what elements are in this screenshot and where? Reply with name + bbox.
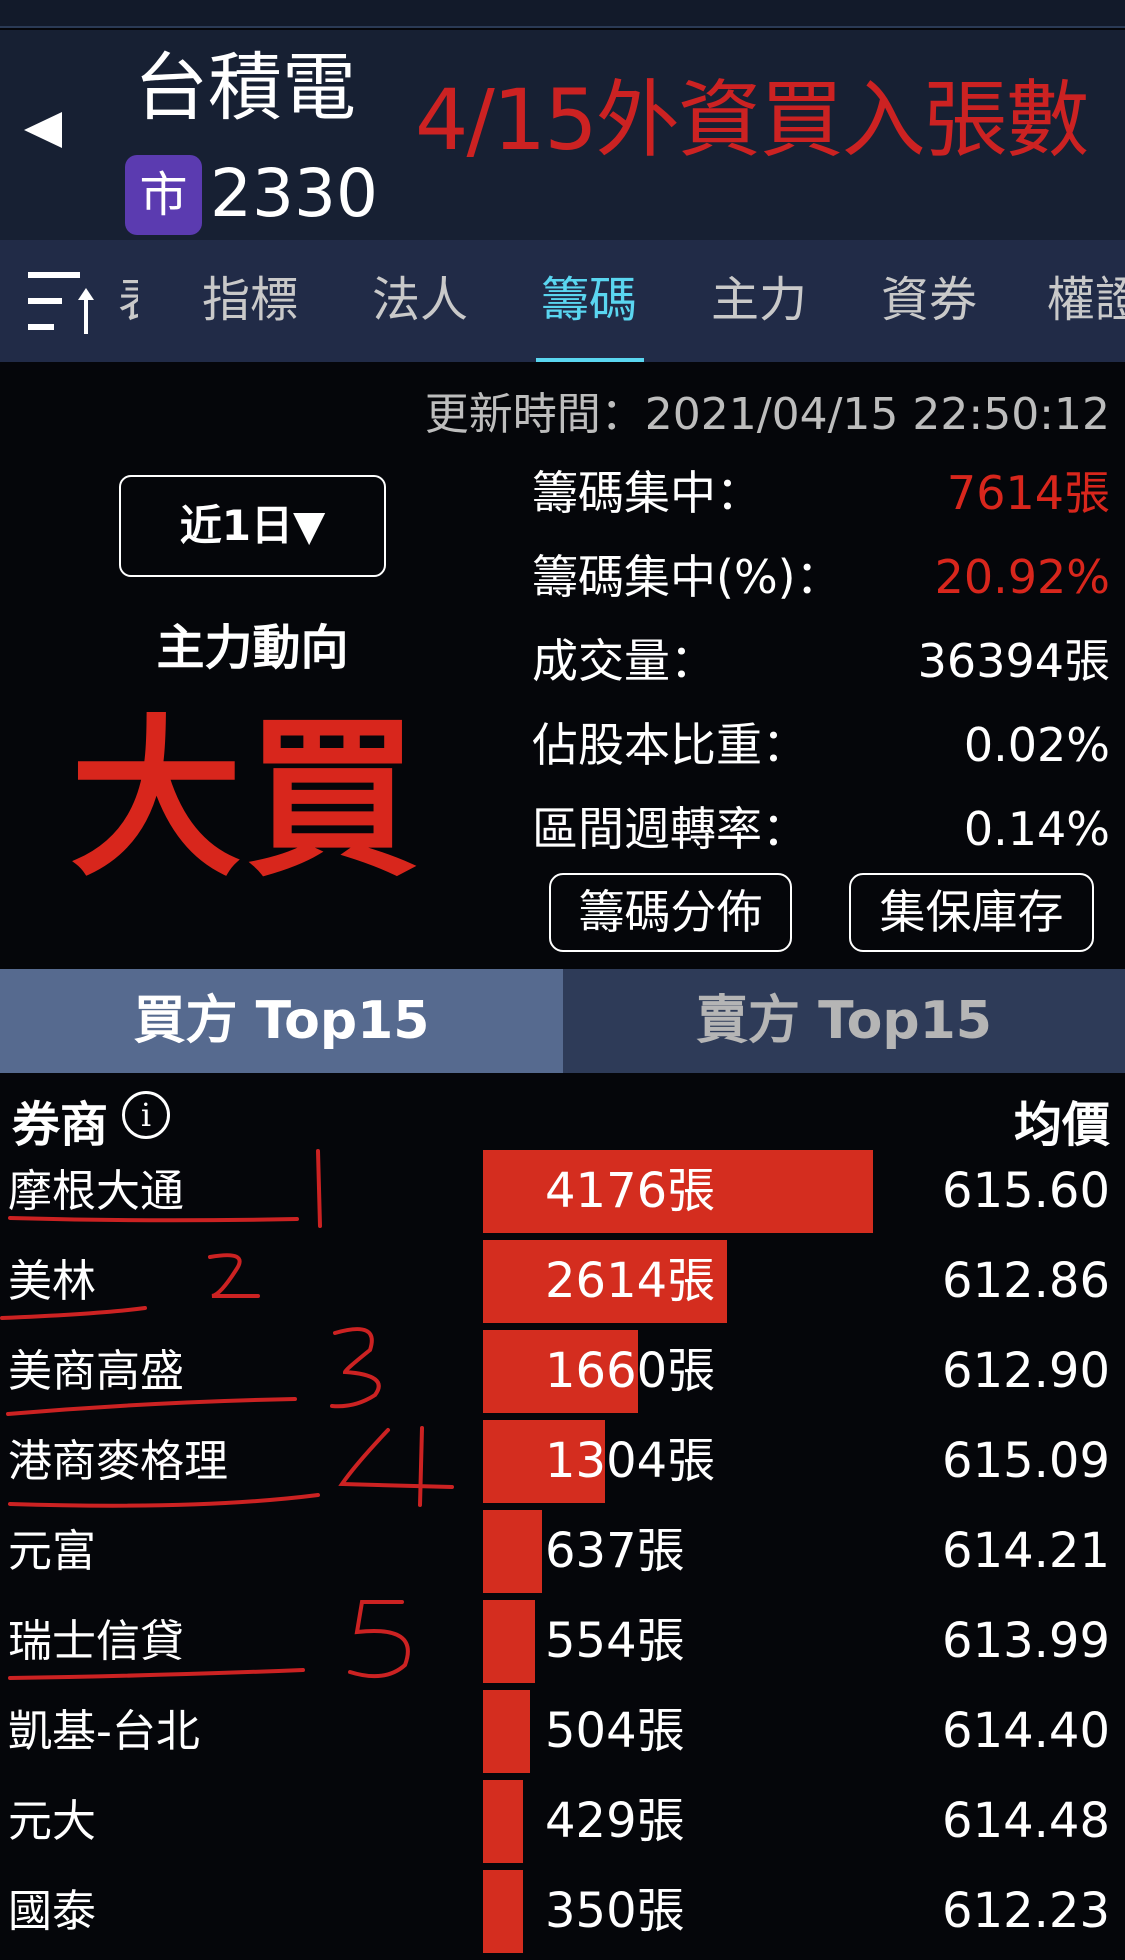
column-header-broker: 券商 — [12, 1097, 109, 1153]
volume-bar — [483, 1330, 639, 1413]
sort-menu-icon[interactable] — [26, 270, 96, 334]
broker-row[interactable]: 凱基-台北 504張 614.40 — [0, 1690, 1125, 1780]
stock-name: 台積電 — [134, 45, 356, 131]
volume-bar — [483, 1240, 728, 1323]
avg-price: 614.48 — [942, 1793, 1110, 1849]
chip-distribution-button[interactable]: 籌碼分佈 — [549, 873, 792, 952]
volume-bar — [483, 1420, 605, 1503]
status-strip — [0, 0, 1125, 28]
update-time: 更新時間：2021/04/15 22:50:12 — [424, 389, 1110, 440]
broker-name: 元富 — [8, 1526, 96, 1577]
buy-lots: 4176張 — [545, 1163, 716, 1219]
tab-partial[interactable]: 表 — [118, 270, 138, 330]
broker-name: 摩根大通 — [8, 1166, 184, 1217]
tab-main-force[interactable]: 主力 — [710, 272, 808, 328]
avg-price: 612.23 — [942, 1883, 1110, 1939]
broker-name: 美商高盛 — [8, 1346, 184, 1397]
broker-name: 美林 — [8, 1256, 96, 1307]
stat-value: 7614張 — [946, 466, 1110, 520]
volume-bar — [483, 1600, 535, 1683]
handwritten-annotation-title: 4/15外資買入張數 — [415, 71, 1090, 169]
avg-price: 613.99 — [942, 1613, 1110, 1669]
broker-name: 瑞士信貸 — [8, 1616, 184, 1667]
custody-inventory-button[interactable]: 集保庫存 — [849, 873, 1094, 952]
stat-value: 36394張 — [917, 634, 1110, 688]
broker-row[interactable]: 港商麥格理 1304張 615.09 — [0, 1420, 1125, 1510]
avg-price: 615.60 — [942, 1163, 1110, 1219]
tab-bar: 表 指標 法人 籌碼 主力 資券 權證 — [0, 240, 1125, 362]
tab-indicators[interactable]: 指標 — [201, 272, 299, 328]
period-dropdown[interactable]: 近1日▼ — [119, 475, 386, 577]
volume-bar — [483, 1510, 543, 1593]
info-icon[interactable]: i — [122, 1091, 170, 1139]
broker-row[interactable]: 美林 2614張 612.86 — [0, 1240, 1125, 1330]
avg-price: 612.86 — [942, 1253, 1110, 1309]
stat-value: 0.14% — [963, 802, 1110, 856]
tab-chips[interactable]: 籌碼 — [540, 272, 638, 328]
volume-bar — [483, 1780, 524, 1863]
market-badge: 市 — [125, 155, 202, 235]
tab-institutional[interactable]: 法人 — [371, 272, 469, 328]
broker-row[interactable]: 國泰 350張 612.23 — [0, 1870, 1125, 1960]
broker-row[interactable]: 瑞士信貸 554張 613.99 — [0, 1600, 1125, 1690]
buy-lots: 429張 — [545, 1793, 685, 1849]
stat-value: 20.92% — [934, 550, 1110, 604]
avg-price: 614.21 — [942, 1523, 1110, 1579]
volume-bar — [483, 1150, 873, 1233]
avg-price: 614.40 — [942, 1703, 1110, 1759]
trend-value: 大買 — [70, 699, 422, 900]
tab-buy-top15[interactable]: 買方 Top15 — [0, 969, 563, 1073]
stat-label: 區間週轉率： — [532, 802, 808, 856]
stock-code: 2330 — [210, 155, 378, 232]
stat-label: 籌碼集中： — [532, 466, 762, 520]
avg-price: 615.09 — [942, 1433, 1110, 1489]
broker-name: 港商麥格理 — [8, 1436, 228, 1487]
buy-lots: 350張 — [545, 1883, 685, 1939]
column-header-avg-price: 均價 — [1013, 1097, 1110, 1153]
buy-lots: 504張 — [545, 1703, 685, 1759]
broker-name: 國泰 — [8, 1886, 96, 1937]
volume-bar — [483, 1870, 523, 1953]
avg-price: 612.90 — [942, 1343, 1110, 1399]
buy-lots: 554張 — [545, 1613, 685, 1669]
stat-label: 成交量： — [532, 634, 716, 688]
buy-lots: 1304張 — [545, 1433, 716, 1489]
active-tab-indicator — [536, 358, 644, 362]
broker-name: 元大 — [8, 1796, 96, 1847]
top15-tabs: 買方 Top15 賣方 Top15 — [0, 969, 1125, 1073]
buy-lots: 637張 — [545, 1523, 685, 1579]
stat-value: 0.02% — [963, 718, 1110, 772]
broker-row[interactable]: 美商高盛 1660張 612.90 — [0, 1330, 1125, 1420]
stat-label: 佔股本比重： — [532, 718, 808, 772]
stat-label: 籌碼集中(%)： — [532, 550, 842, 604]
tab-margin[interactable]: 資券 — [880, 272, 978, 328]
back-icon[interactable] — [24, 112, 62, 148]
trend-label: 主力動向 — [156, 620, 349, 676]
tab-warrants[interactable]: 權證 — [1047, 272, 1125, 328]
broker-row[interactable]: 元富 637張 614.21 — [0, 1510, 1125, 1600]
tab-sell-top15[interactable]: 賣方 Top15 — [563, 969, 1125, 1073]
buy-lots: 1660張 — [545, 1343, 716, 1399]
broker-name: 凱基-台北 — [8, 1706, 200, 1757]
broker-row[interactable]: 元大 429張 614.48 — [0, 1780, 1125, 1870]
buy-lots: 2614張 — [545, 1253, 716, 1309]
volume-bar — [483, 1690, 531, 1773]
broker-row[interactable]: 摩根大通 4176張 615.60 — [0, 1150, 1125, 1240]
